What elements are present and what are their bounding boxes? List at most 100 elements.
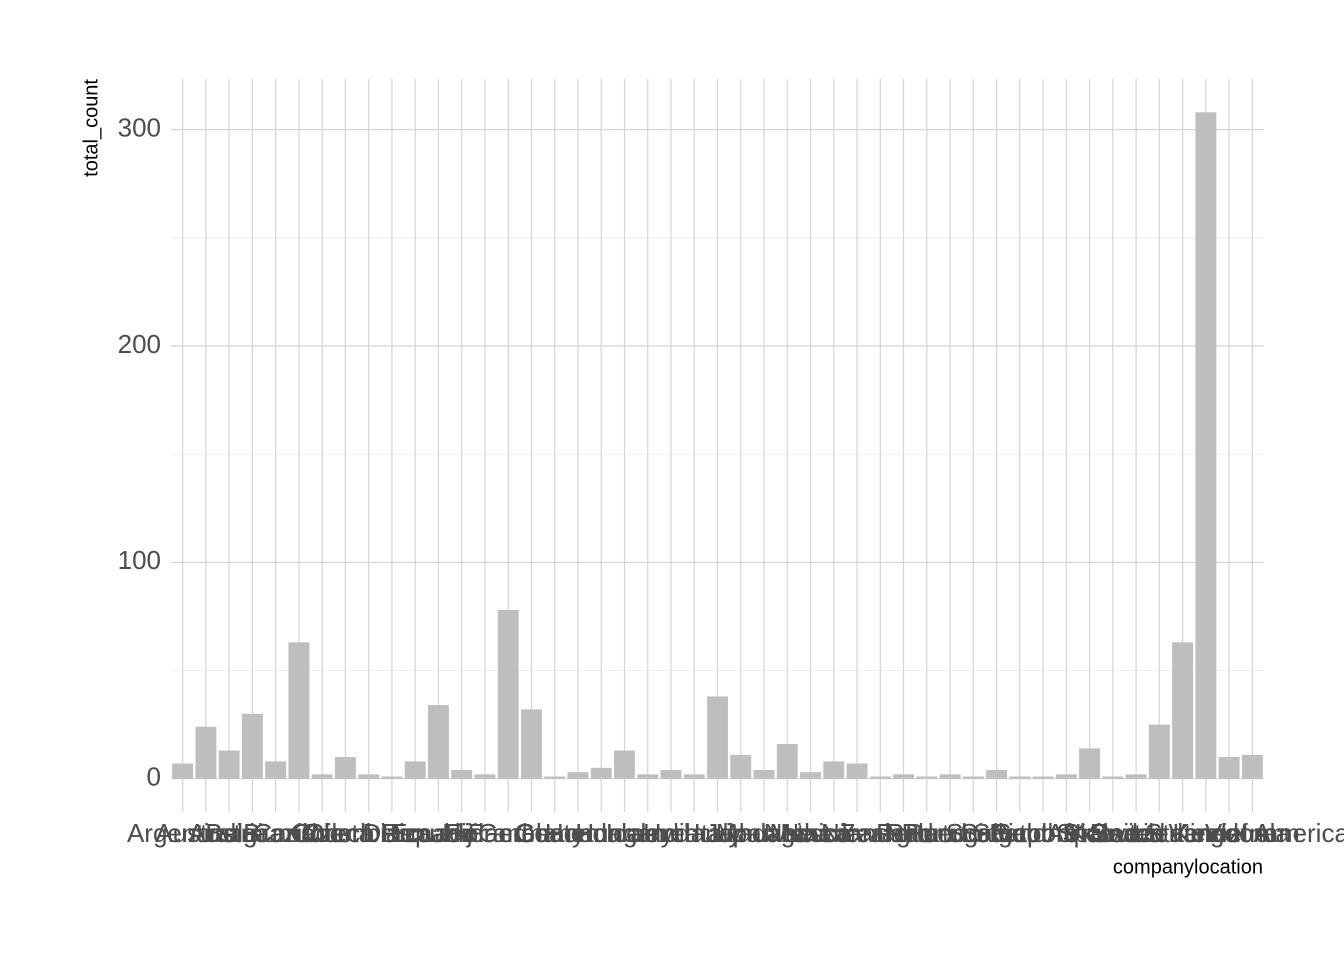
x-tick-label: Denmark — [362, 818, 468, 848]
y-tick-label: 0 — [147, 762, 161, 792]
bar — [172, 763, 194, 779]
bar — [1172, 642, 1194, 779]
y-tick-label: 300 — [118, 113, 161, 143]
bar — [288, 642, 310, 779]
x-tick-label: Fiji — [445, 818, 478, 848]
x-tick-label: United Kingdom — [1090, 818, 1275, 848]
y-tick-label: 200 — [118, 329, 161, 359]
x-tick-label: Finland — [442, 818, 527, 848]
bar — [660, 770, 682, 779]
x-tick-label: Canada — [253, 818, 345, 848]
bar — [404, 761, 426, 779]
x-tick-label: Germany — [478, 818, 585, 848]
x-tick-label: Belgium — [205, 818, 299, 848]
x-tick-label: Sweden — [1089, 818, 1183, 848]
x-tick-label: Madagascar — [716, 818, 859, 848]
bar — [1148, 724, 1170, 779]
bar — [358, 774, 380, 779]
x-tick-label: Nicaragua — [821, 818, 940, 848]
bar — [1218, 757, 1240, 779]
x-tick-label: Colombia — [291, 818, 401, 848]
bar — [683, 774, 705, 779]
bar — [1055, 774, 1077, 779]
x-tick-label: Costa Rica — [305, 818, 433, 848]
bar — [195, 726, 217, 779]
x-tick-label: Poland — [886, 818, 967, 848]
bar — [520, 709, 542, 779]
bar — [218, 750, 240, 779]
bar — [776, 744, 798, 779]
bar — [474, 774, 496, 779]
bar — [381, 776, 403, 779]
x-tick-label: France — [468, 818, 549, 848]
x-tick-label: St. Lucia — [1062, 818, 1164, 848]
bar — [846, 763, 868, 779]
bar — [451, 770, 473, 779]
bar — [1125, 774, 1147, 779]
bar — [614, 750, 635, 779]
bar — [986, 770, 1008, 779]
bar — [823, 761, 845, 779]
bar — [334, 757, 356, 779]
x-tick-label: Chile — [293, 818, 352, 848]
x-tick-label: Peru — [876, 818, 931, 848]
x-tick-label: Mexico — [769, 818, 851, 848]
x-tick-label: Hungary — [575, 818, 673, 848]
x-tick-label: Switzerland — [1092, 818, 1226, 848]
x-tick-label: South Africa — [973, 818, 1114, 848]
x-tick-label: Ecuador — [390, 818, 487, 848]
bar — [1195, 112, 1217, 779]
x-tick-label: Netherlands — [764, 818, 904, 848]
x-tick-label: Singapore — [961, 818, 1080, 848]
x-tick-label: Ghana — [516, 818, 595, 848]
x-tick-label: Japan — [705, 818, 776, 848]
x-tick-label: South Korea — [994, 818, 1139, 848]
bar — [707, 696, 728, 779]
bar — [1241, 754, 1263, 779]
bar — [544, 776, 566, 779]
x-tick-label: Italy — [694, 818, 742, 848]
bar — [753, 770, 775, 779]
bar — [427, 705, 449, 779]
bar — [497, 609, 519, 779]
x-tick-label: Spain — [1056, 818, 1123, 848]
x-tick-label: Czech Republic — [301, 818, 483, 848]
x-tick-label: Australia — [155, 818, 257, 848]
bar — [800, 772, 821, 779]
x-tick-label: Honduras — [545, 818, 658, 848]
x-tick-label: India — [643, 818, 700, 848]
x-tick-label: Iceland — [606, 818, 690, 848]
bar — [311, 774, 333, 779]
x-tick-label: Argentina — [127, 818, 239, 848]
x-tick-label: Venezuela — [1168, 818, 1290, 848]
bar — [1102, 776, 1124, 779]
bar — [241, 713, 263, 779]
bar — [869, 776, 891, 779]
x-tick-label: Ireland — [654, 818, 734, 848]
x-axis-title: companylocation — [1113, 856, 1263, 878]
bar — [637, 774, 659, 779]
bar — [939, 774, 961, 779]
x-tick-label: Guatemala — [514, 818, 642, 848]
bar — [265, 761, 287, 779]
bar — [590, 767, 612, 779]
x-tick-label: Brazil — [243, 818, 308, 848]
x-tick-label: New Zealand — [780, 818, 933, 848]
x-tick-label: Puerto Rico — [905, 818, 1041, 848]
bar — [1032, 776, 1054, 779]
bar — [1009, 776, 1031, 779]
bar — [962, 776, 984, 779]
x-tick-label: Portugal — [902, 818, 999, 848]
x-tick-label: United States of America — [1063, 818, 1344, 848]
x-tick-label: Lithuania — [711, 818, 817, 848]
bar — [893, 774, 915, 779]
x-tick-label: Scotland — [946, 818, 1047, 848]
bar — [567, 772, 589, 779]
x-tick-label: Austria — [189, 818, 270, 848]
bar — [1079, 748, 1101, 779]
bar — [916, 776, 938, 779]
y-tick-label: 100 — [118, 545, 161, 575]
bar — [730, 754, 752, 779]
y-axis-title: total_count — [80, 79, 102, 177]
